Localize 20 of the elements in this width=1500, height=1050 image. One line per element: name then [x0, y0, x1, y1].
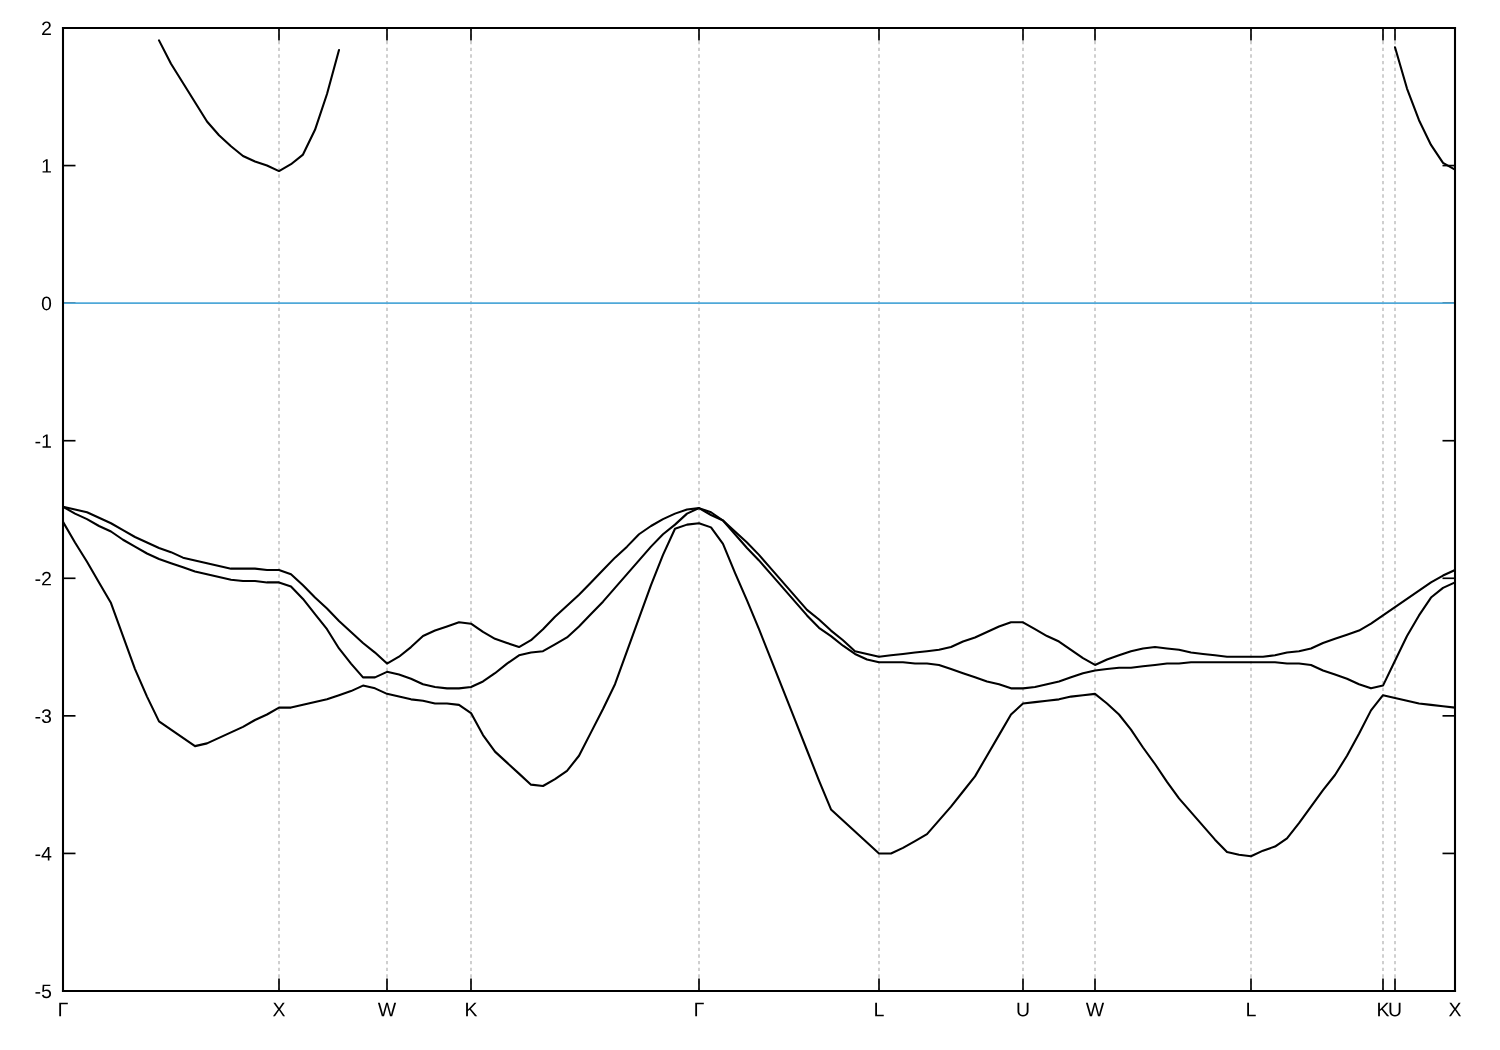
x-tick-label: X	[272, 1002, 286, 1017]
y-tick-label: -5	[35, 984, 52, 999]
y-tick-label: -4	[35, 847, 52, 861]
y-tick-label: -3	[35, 709, 52, 724]
x-tick-label: L	[1247, 1002, 1256, 1017]
x-tick-label: Γ	[695, 1002, 704, 1017]
x-tick-label: X	[1448, 1002, 1462, 1017]
x-tick-label: K	[466, 1002, 478, 1017]
x-tick-label: U	[1389, 1002, 1401, 1017]
x-tick-label: Γ	[59, 1002, 68, 1017]
y-tick-label: 1	[42, 159, 51, 173]
y-tick-label: 0	[41, 296, 52, 311]
y-tick-label: 2	[42, 21, 51, 36]
x-tick-label: K	[1378, 1002, 1390, 1017]
x-tick-label: U	[1017, 1002, 1029, 1017]
x-tick-label: L	[875, 1002, 884, 1017]
y-tick-label: -1	[35, 434, 51, 448]
x-tick-label: W	[1085, 1002, 1105, 1017]
x-tick-label: W	[377, 1002, 397, 1017]
y-tick-label: -2	[35, 571, 51, 586]
